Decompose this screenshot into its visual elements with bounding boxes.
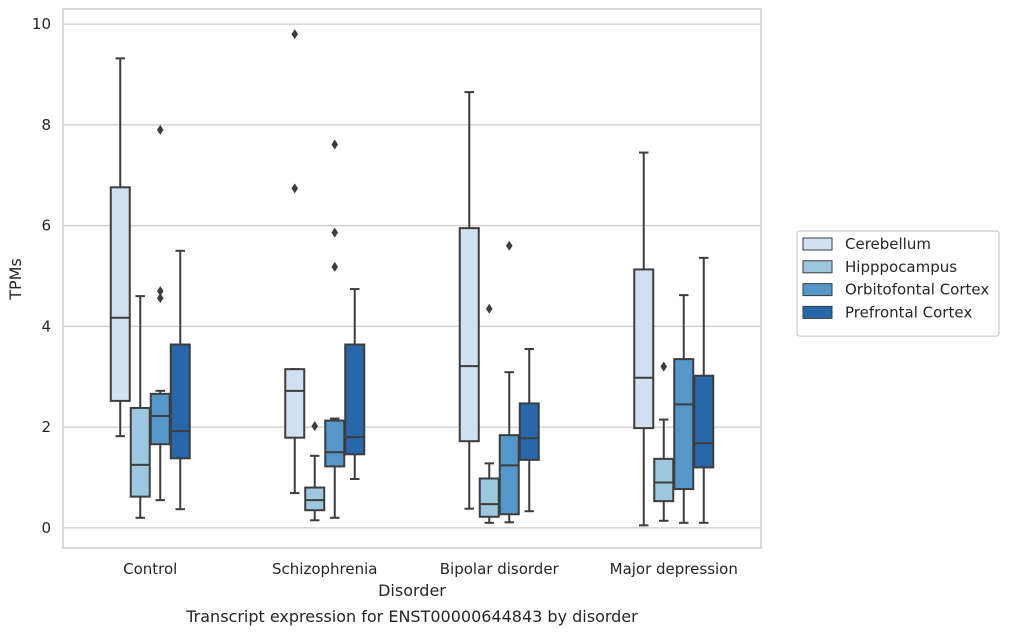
outlier-point: [485, 303, 493, 314]
box-body: [169, 343, 191, 460]
box-body: [324, 419, 346, 468]
y-tick-label: 4: [41, 317, 51, 335]
outlier-point: [156, 293, 164, 304]
box: [633, 151, 655, 527]
legend-swatch: [802, 283, 833, 297]
box-body: [109, 186, 131, 402]
series-cerebellum: [109, 29, 655, 527]
outlier-point: [291, 183, 299, 194]
outlier-point: [505, 240, 513, 251]
x-tick-label: Major depression: [610, 560, 738, 578]
box-body: [344, 343, 366, 456]
outlier-point: [331, 227, 339, 238]
y-tick-label: 0: [41, 519, 51, 537]
outlier-point: [331, 261, 339, 272]
series-orbitofontal-cortex: [149, 124, 695, 524]
x-tick-label: Bipolar disorder: [440, 560, 560, 578]
box: [109, 57, 131, 438]
legend: Cerebellum Hipppocampus Orbitofontal Corte…: [796, 230, 1000, 337]
y-tick-label: 6: [41, 217, 51, 235]
box: [169, 249, 191, 511]
box-body: [149, 392, 171, 446]
box-body: [458, 227, 480, 443]
outlier-point: [156, 286, 164, 297]
x-axis-ticks: Control Schizophrenia Bipolar disorder Majo…: [123, 560, 738, 578]
legend-swatch: [802, 305, 833, 319]
box: [129, 295, 151, 519]
plot-frame: [62, 8, 762, 549]
box: [478, 303, 500, 524]
box: [284, 29, 306, 495]
y-axis-ticks: 0 2 4 6 8 10: [32, 15, 51, 537]
box: [458, 91, 480, 510]
outlier-point: [291, 29, 299, 40]
box-body: [633, 268, 655, 430]
x-tick-label: Schizophrenia: [272, 560, 377, 578]
legend-label: Orbitofontal Cortex: [845, 281, 989, 299]
y-tick-label: 8: [41, 116, 51, 134]
grid-lines: [63, 23, 761, 529]
box-body: [673, 358, 695, 491]
outlier-point: [311, 421, 319, 432]
box-body: [478, 477, 500, 518]
box: [149, 124, 171, 502]
box-body: [129, 406, 151, 498]
box-body: [518, 402, 540, 461]
y-tick-label: 10: [32, 15, 51, 33]
box: [693, 256, 715, 524]
box-body: [284, 368, 306, 439]
box-body: [653, 457, 675, 503]
box: [304, 421, 326, 522]
box: [653, 361, 675, 522]
legend-label: Cerebellum: [845, 235, 931, 253]
x-tick-label: Control: [123, 560, 177, 578]
box: [344, 288, 366, 480]
box-body: [498, 434, 520, 516]
box: [673, 294, 695, 524]
legend-frame: [796, 230, 1000, 337]
series-hipppocampus: [129, 295, 675, 524]
y-axis-label: TPMs: [6, 258, 25, 301]
series-prefrontal-cortex: [169, 249, 715, 524]
outlier-point: [156, 124, 164, 135]
legend-label: Prefrontal Cortex: [845, 303, 972, 321]
box-body: [693, 374, 715, 469]
box: [518, 348, 540, 513]
box: [498, 240, 520, 524]
legend-swatch: [802, 260, 833, 274]
box: [324, 139, 346, 519]
legend-label: Hipppocampus: [845, 258, 957, 276]
y-tick-label: 2: [41, 418, 51, 436]
x-axis-label: Disorder: [378, 581, 446, 600]
box-plot-series: [109, 29, 715, 527]
outlier-point: [660, 361, 668, 372]
outlier-point: [331, 139, 339, 150]
chart-caption: Transcript expression for ENST0000064484…: [185, 607, 638, 626]
box-body: [304, 486, 326, 512]
legend-swatch: [802, 237, 833, 251]
